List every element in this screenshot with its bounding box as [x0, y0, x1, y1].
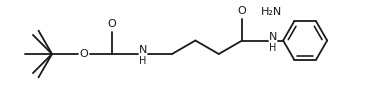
Text: H: H: [270, 43, 277, 53]
Text: N: N: [269, 32, 277, 42]
Text: H: H: [139, 56, 147, 66]
Text: N: N: [139, 45, 147, 55]
Text: H₂N: H₂N: [261, 7, 282, 17]
Text: O: O: [108, 19, 116, 29]
Text: O: O: [238, 5, 247, 15]
Text: O: O: [80, 49, 88, 59]
